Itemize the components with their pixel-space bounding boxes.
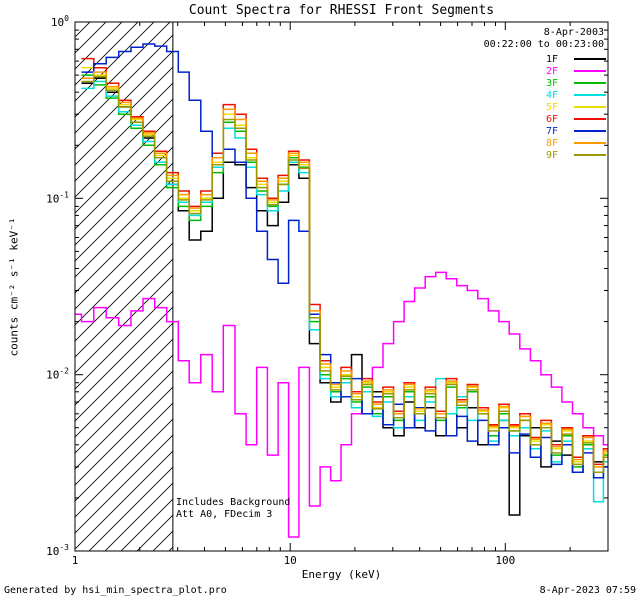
- series-line-6F: [81, 57, 608, 466]
- series-line-9F: [81, 75, 608, 473]
- legend-label-6F: 6F: [546, 113, 559, 125]
- y-tick-labels: 100 10-1 10-2 10-3: [46, 14, 69, 558]
- legend-line-swatch-3F: [574, 82, 606, 84]
- legend-line-swatch-7F: [574, 130, 606, 132]
- axis-ticks: [74, 21, 609, 552]
- x-tick-labels: 1 10 100: [72, 554, 516, 567]
- series-line-7F: [81, 43, 608, 479]
- legend-item-3F: 3F: [546, 77, 606, 89]
- legend: 1F 2F 3F 4F 5F 6F 7F 8F 9F: [546, 53, 606, 161]
- annotation-includes-background: Includes Background: [176, 497, 291, 508]
- legend-label-2F: 2F: [546, 65, 559, 77]
- legend-label-7F: 7F: [546, 125, 559, 137]
- legend-label-1F: 1F: [546, 53, 559, 65]
- generation-timestamp: 8-Apr-2023 07:59: [539, 585, 636, 596]
- legend-line-swatch-2F: [574, 70, 606, 72]
- legend-line-swatch-9F: [574, 154, 606, 156]
- plot-frame: [74, 21, 609, 552]
- svg-text:10: 10: [284, 554, 297, 567]
- legend-item-4F: 4F: [546, 89, 606, 101]
- legend-line-swatch-6F: [574, 118, 606, 120]
- legend-item-6F: 6F: [546, 113, 606, 125]
- svg-text:100: 100: [495, 554, 515, 567]
- legend-label-3F: 3F: [546, 77, 559, 89]
- legend-line-swatch-4F: [574, 94, 606, 96]
- y-axis-label: counts cm⁻² s⁻¹ keV⁻¹: [7, 217, 21, 357]
- legend-item-5F: 5F: [546, 101, 606, 113]
- legend-item-2F: 2F: [546, 65, 606, 77]
- legend-item-9F: 9F: [546, 149, 606, 161]
- series-line-1F: [81, 77, 608, 516]
- x-axis-label: Energy (keV): [301, 568, 382, 581]
- svg-text:1: 1: [72, 554, 79, 567]
- svg-text:100: 100: [51, 14, 69, 29]
- observation-time-range: 00:22:00 to 00:23:00: [483, 39, 604, 50]
- series-line-4F: [81, 80, 608, 503]
- svg-text:10-2: 10-2: [46, 367, 69, 382]
- generated-by-text: Generated by hsi_min_spectra_plot.pro: [4, 585, 227, 596]
- spectra-series: [75, 43, 608, 538]
- legend-line-swatch-5F: [574, 106, 606, 108]
- legend-label-4F: 4F: [546, 89, 559, 101]
- page-title: Count Spectra for RHESSI Front Segments: [188, 3, 495, 18]
- legend-line-swatch-8F: [574, 142, 606, 144]
- legend-label-8F: 8F: [546, 137, 559, 149]
- legend-item-7F: 7F: [546, 125, 606, 137]
- series-line-2F: [75, 271, 608, 538]
- svg-text:10-3: 10-3: [46, 543, 69, 558]
- legend-item-1F: 1F: [546, 53, 606, 65]
- legend-label-5F: 5F: [546, 101, 559, 113]
- svg-text:10-1: 10-1: [46, 190, 69, 205]
- legend-item-8F: 8F: [546, 137, 606, 149]
- legend-label-9F: 9F: [546, 149, 559, 161]
- observation-date: 8-Apr-2003: [543, 27, 604, 38]
- legend-line-swatch-1F: [574, 58, 606, 60]
- annotation-attenuator-state: Att A0, FDecim 3: [176, 509, 273, 520]
- series-line-8F: [81, 71, 608, 468]
- hatched-attenuated-region: [75, 22, 173, 551]
